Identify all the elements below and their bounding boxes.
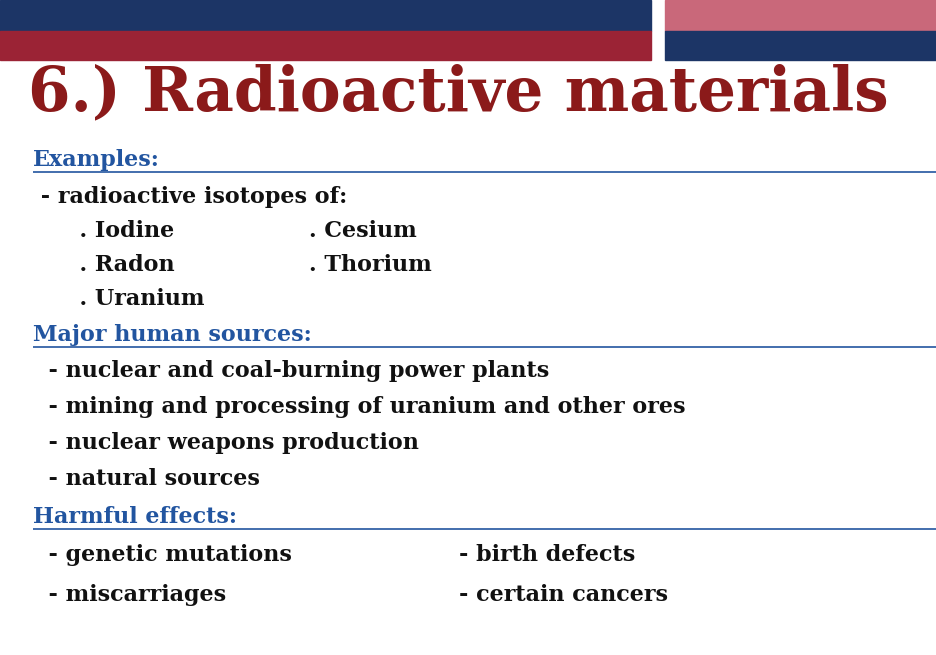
Text: . Cesium: . Cesium	[309, 219, 417, 242]
Text: 6.) Radioactive materials: 6.) Radioactive materials	[28, 63, 888, 123]
Text: - radioactive isotopes of:: - radioactive isotopes of:	[33, 185, 347, 208]
Bar	[665, 0, 936, 31]
Text: . Iodine: . Iodine	[33, 219, 174, 242]
Text: - mining and processing of uranium and other ores: - mining and processing of uranium and o…	[33, 396, 685, 419]
Text: Harmful effects:: Harmful effects:	[33, 506, 237, 529]
Text: - certain cancers: - certain cancers	[459, 584, 667, 606]
Text: - nuclear weapons production: - nuclear weapons production	[33, 432, 418, 455]
Bar	[0, 0, 651, 31]
Text: Examples:: Examples:	[33, 149, 160, 172]
Text: - miscarriages: - miscarriages	[33, 584, 226, 606]
Text: - birth defects: - birth defects	[459, 544, 635, 567]
Bar	[665, 31, 936, 60]
Text: - nuclear and coal-burning power plants: - nuclear and coal-burning power plants	[33, 360, 549, 383]
Text: . Thorium: . Thorium	[309, 253, 431, 276]
Text: Major human sources:: Major human sources:	[33, 324, 312, 346]
Text: - natural sources: - natural sources	[33, 468, 259, 491]
Text: - genetic mutations: - genetic mutations	[33, 544, 292, 567]
Text: . Radon: . Radon	[33, 253, 174, 276]
Bar	[0, 31, 651, 60]
Text: . Uranium: . Uranium	[33, 288, 204, 310]
